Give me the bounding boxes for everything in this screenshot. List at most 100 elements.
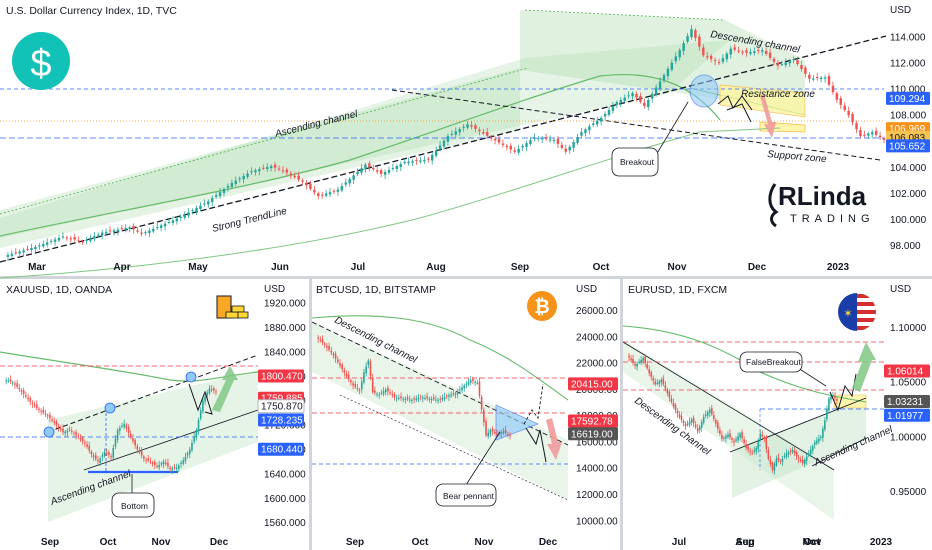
candle-body bbox=[301, 180, 304, 182]
candle-body bbox=[544, 137, 548, 139]
candle-body bbox=[723, 437, 725, 439]
candle-body bbox=[580, 132, 583, 136]
y-tick-label: 1920.000 bbox=[264, 299, 306, 310]
x-tick-label: Sep bbox=[736, 537, 754, 548]
touch-point-3 bbox=[185, 371, 197, 383]
x-tick-label: Aug bbox=[735, 537, 754, 548]
candle-body bbox=[413, 398, 415, 400]
candle-body bbox=[560, 144, 564, 148]
candle-body bbox=[317, 193, 320, 197]
candle-body bbox=[751, 452, 753, 454]
candle-body bbox=[238, 178, 241, 180]
candle-body bbox=[371, 377, 374, 392]
candle-body bbox=[584, 129, 587, 134]
candle-body bbox=[480, 396, 483, 410]
bottom-callout bbox=[111, 492, 155, 518]
candles-btc bbox=[317, 335, 511, 440]
candle-body bbox=[777, 457, 780, 460]
candle-body bbox=[809, 449, 812, 455]
candle-body bbox=[482, 132, 485, 134]
candle-body bbox=[721, 434, 723, 440]
chart-eurusd[interactable]: EURUSD, 1D, FXCM USD 0.95000 1.00000 1.050… bbox=[622, 284, 930, 548]
x-tick-label: 2023 bbox=[827, 262, 850, 273]
candle-body bbox=[162, 461, 165, 465]
candle-body bbox=[819, 77, 823, 80]
candle-body bbox=[496, 433, 498, 435]
candle-body bbox=[812, 78, 815, 80]
candle-body bbox=[218, 192, 222, 197]
candle-body bbox=[702, 417, 705, 423]
price-tag bbox=[257, 399, 305, 414]
candle-body bbox=[504, 430, 507, 433]
bear-pennant-label: Bear pennant bbox=[443, 491, 495, 501]
falsebreakout-label: FalseBreakout bbox=[746, 357, 801, 367]
price-tag-label: 1728.235 bbox=[261, 416, 303, 427]
candle-body bbox=[458, 129, 461, 133]
price-tag bbox=[886, 91, 930, 105]
candle-body bbox=[430, 154, 434, 161]
candle-body bbox=[419, 396, 422, 398]
up-arrow-xau bbox=[212, 366, 238, 412]
x-tick-label: 2023 bbox=[870, 537, 893, 548]
candle-body bbox=[640, 359, 642, 363]
candle-body bbox=[647, 99, 650, 108]
candle-body bbox=[9, 379, 12, 382]
candle-body bbox=[60, 428, 62, 430]
touch-point-1 bbox=[43, 426, 55, 438]
chart-dxy[interactable]: U.S. Dollar Currency Index, 1D, TVC USD … bbox=[0, 5, 930, 279]
candle-body bbox=[463, 385, 466, 389]
candle-body bbox=[124, 228, 128, 230]
candle-body bbox=[250, 171, 253, 173]
price-tag bbox=[258, 442, 304, 456]
candle-body bbox=[94, 455, 97, 460]
candle-body bbox=[448, 395, 450, 397]
candle-body bbox=[387, 387, 389, 392]
bear-projection-btc bbox=[525, 427, 547, 463]
candle-body bbox=[208, 388, 211, 394]
candle-body bbox=[446, 136, 450, 142]
candle-body bbox=[38, 408, 40, 410]
candle-body bbox=[112, 447, 115, 458]
candle-body bbox=[435, 399, 437, 401]
candle-body bbox=[874, 130, 878, 135]
candle-body bbox=[171, 468, 174, 470]
resistance-zone-label: Resistance zone bbox=[741, 89, 815, 100]
ascending-channel-band bbox=[0, 68, 520, 248]
x-tick-label: Jul bbox=[672, 537, 687, 548]
candle-body bbox=[103, 451, 106, 457]
candle-body bbox=[474, 381, 476, 383]
candle-body bbox=[654, 381, 657, 385]
candle-body bbox=[607, 110, 611, 115]
candle-body bbox=[686, 36, 689, 42]
candle-body bbox=[376, 393, 378, 395]
chart-title-dxy: U.S. Dollar Currency Index, 1D, TVC bbox=[6, 5, 177, 17]
candle-body bbox=[789, 450, 792, 452]
candle-body bbox=[776, 62, 780, 66]
candle-body bbox=[619, 99, 623, 104]
candle-body bbox=[462, 126, 465, 128]
candle-body bbox=[363, 372, 365, 383]
candle-body bbox=[423, 159, 426, 162]
candle-body bbox=[690, 419, 693, 423]
chart-xauusd[interactable]: XAUUSD, 1D, OANDA USD 1560.000 1600.000 16… bbox=[0, 284, 306, 548]
x-tick-label: Nov bbox=[152, 537, 171, 548]
candle-body bbox=[350, 380, 352, 383]
price-tag-label: 1.06014 bbox=[887, 367, 924, 378]
candle-body bbox=[309, 183, 312, 189]
candle-body bbox=[383, 171, 387, 175]
candle-body bbox=[599, 117, 603, 122]
candle-body bbox=[84, 442, 86, 444]
chart-btcusd[interactable]: BTCUSD, 1D, BITSTAMP USD 10000.00 12000.0… bbox=[311, 284, 618, 548]
candle-body bbox=[187, 212, 190, 216]
candle-body bbox=[155, 227, 159, 229]
candles-eur bbox=[628, 353, 838, 475]
candle-body bbox=[483, 410, 485, 423]
candle-body bbox=[426, 396, 428, 399]
candle-body bbox=[167, 221, 171, 223]
y-tick-label: 1.00000 bbox=[890, 432, 927, 443]
candle-body bbox=[808, 74, 811, 79]
candle-body bbox=[99, 458, 101, 463]
chart-title-btc: BTCUSD, 1D, BITSTAMP bbox=[316, 284, 436, 296]
candle-body bbox=[65, 237, 69, 239]
